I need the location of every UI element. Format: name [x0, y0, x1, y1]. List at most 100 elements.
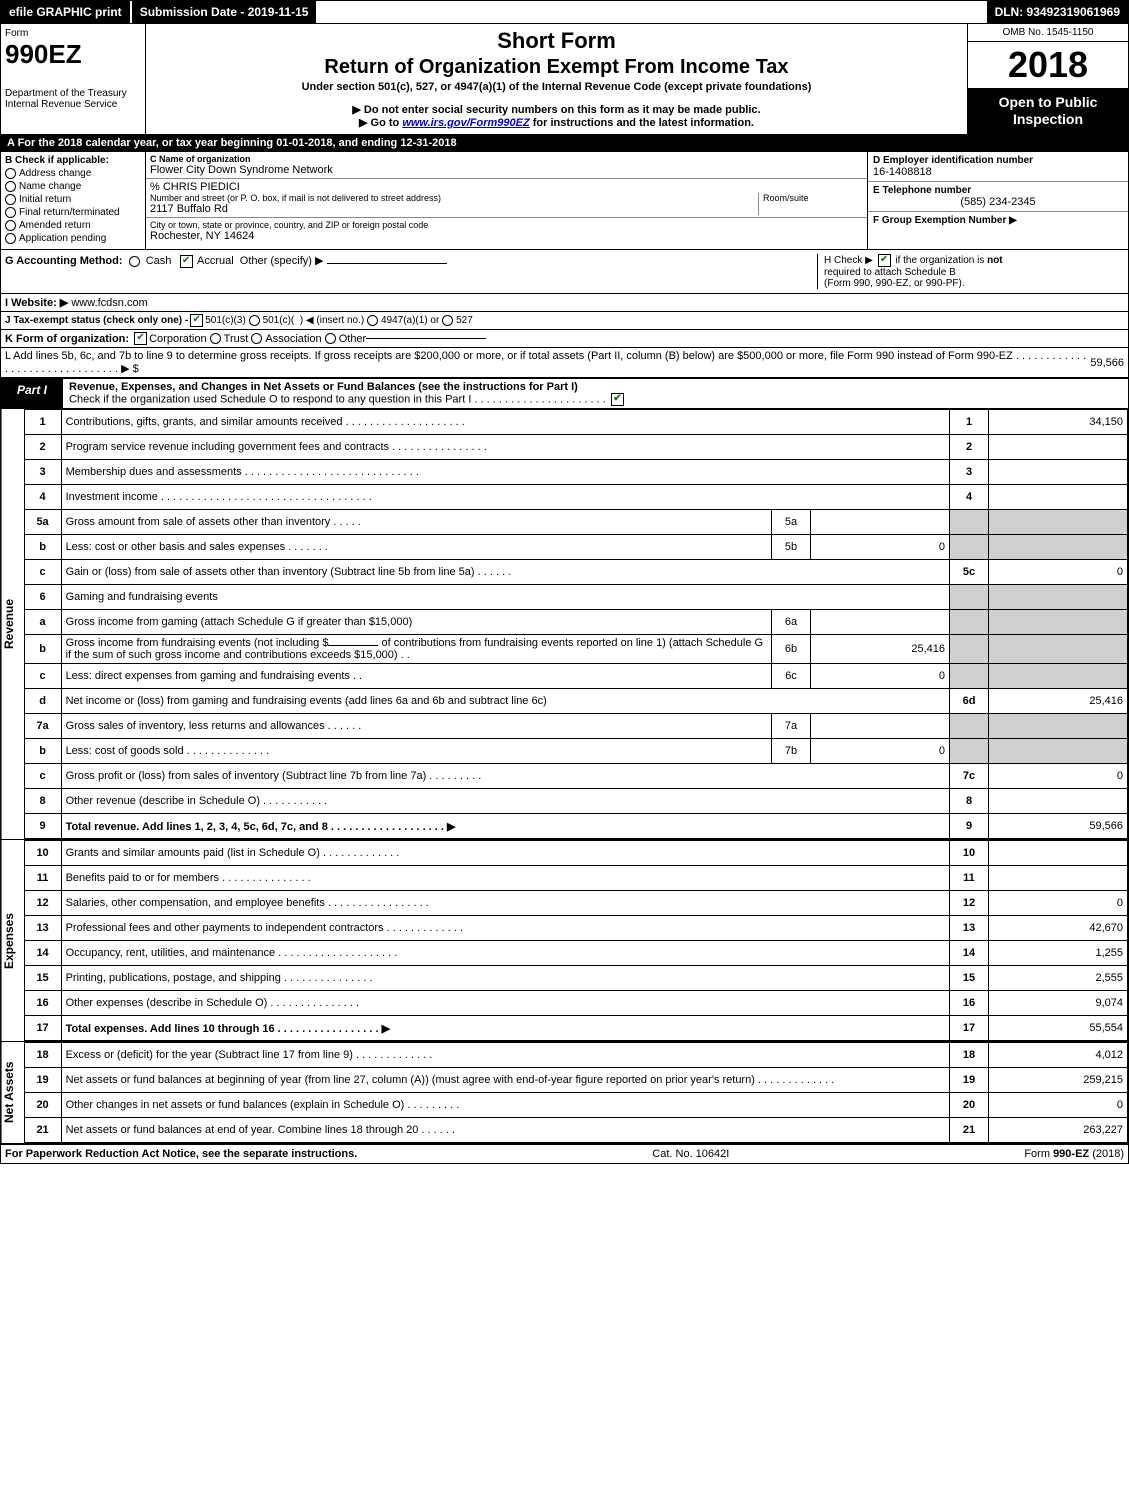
- grayed-cell: [950, 635, 989, 664]
- check-application-pending[interactable]: Application pending: [5, 233, 141, 244]
- line-desc: Less: cost or other basis and sales expe…: [61, 535, 771, 560]
- expenses-table: 10Grants and similar amounts paid (list …: [24, 840, 1128, 1041]
- grayed-cell: [950, 664, 989, 689]
- line-num: 17: [24, 1016, 61, 1041]
- line-desc: Gross income from gaming (attach Schedul…: [61, 610, 771, 635]
- line-num: 2: [24, 435, 61, 460]
- line-4: 4Investment income . . . . . . . . . . .…: [24, 485, 1127, 510]
- line-g: G Accounting Method: Cash Accrual Other …: [5, 254, 817, 289]
- other-input-line[interactable]: [327, 263, 447, 264]
- line-desc: Gross profit or (loss) from sales of inv…: [61, 764, 949, 789]
- omb-number: OMB No. 1545-1150: [968, 24, 1128, 42]
- grayed-cell: [989, 635, 1128, 664]
- grayed-cell: [950, 714, 989, 739]
- j-501c-radio[interactable]: [249, 315, 260, 326]
- line-16: 16Other expenses (describe in Schedule O…: [24, 991, 1127, 1016]
- check-final-return[interactable]: Final return/terminated: [5, 207, 141, 218]
- line-8: 8Other revenue (describe in Schedule O) …: [24, 789, 1127, 814]
- grayed-cell: [989, 739, 1128, 764]
- line-desc: Printing, publications, postage, and shi…: [61, 966, 949, 991]
- k-opt-assoc: Association: [265, 333, 321, 345]
- period-pre: A For the 2018 calendar year, or tax yea…: [7, 137, 276, 149]
- sub-ref: 7b: [772, 739, 811, 764]
- grayed-cell: [989, 585, 1128, 610]
- line-num: 21: [24, 1118, 61, 1143]
- line-19: 19Net assets or fund balances at beginni…: [24, 1068, 1127, 1093]
- sub-amt: 0: [811, 739, 950, 764]
- form-container: efile GRAPHIC print Submission Date - 20…: [0, 0, 1129, 1164]
- street-row: % CHRIS PIEDICI Number and street (or P.…: [146, 179, 867, 218]
- check-label: Initial return: [19, 194, 71, 205]
- line-7b: bLess: cost of goods sold . . . . . . . …: [24, 739, 1127, 764]
- check-label: Amended return: [19, 220, 91, 231]
- line-num: 5a: [24, 510, 61, 535]
- check-address-change[interactable]: Address change: [5, 168, 141, 179]
- irs-link[interactable]: www.irs.gov/Form990EZ: [402, 117, 529, 129]
- h-pre: H Check ▶: [824, 256, 876, 267]
- note2-pre: ▶ Go to: [359, 117, 402, 129]
- line-num: 9: [24, 814, 61, 839]
- line-desc: Grants and similar amounts paid (list in…: [61, 841, 949, 866]
- org-name-label: C Name of organization: [150, 154, 863, 164]
- line-ref: 13: [950, 916, 989, 941]
- expenses-strip: Expenses: [1, 840, 24, 1041]
- check-initial-return[interactable]: Initial return: [5, 194, 141, 205]
- line-num: 18: [24, 1043, 61, 1068]
- tax-year: 2018: [968, 42, 1128, 88]
- grayed-cell: [989, 535, 1128, 560]
- phone-value: (585) 234-2345: [873, 196, 1123, 208]
- line-5a: 5aGross amount from sale of assets other…: [24, 510, 1127, 535]
- j-4947-radio[interactable]: [367, 315, 378, 326]
- k-other-line[interactable]: [366, 338, 486, 339]
- l9-desc-bold: Total revenue. Add lines 1, 2, 3, 4, 5c,…: [66, 821, 456, 833]
- sub-ref: 5a: [772, 510, 811, 535]
- sub-ref: 7a: [772, 714, 811, 739]
- dln-label: DLN: 93492319061969: [987, 1, 1128, 23]
- line-l: L Add lines 5b, 6c, and 7b to line 9 to …: [1, 347, 1128, 377]
- check-amended-return[interactable]: Amended return: [5, 220, 141, 231]
- ein-label: D Employer identification number: [873, 155, 1123, 166]
- line-amt: 59,566: [989, 814, 1128, 839]
- line-num: 7a: [24, 714, 61, 739]
- j-501c3-checkbox[interactable]: [190, 314, 203, 327]
- line-9: 9 Total revenue. Add lines 1, 2, 3, 4, 5c…: [24, 814, 1127, 839]
- j-527-radio[interactable]: [442, 315, 453, 326]
- k-trust-radio[interactable]: [210, 333, 221, 344]
- check-name-change[interactable]: Name change: [5, 181, 141, 192]
- revenue-table: 1Contributions, gifts, grants, and simil…: [24, 409, 1128, 839]
- line-desc: Gross amount from sale of assets other t…: [61, 510, 771, 535]
- h-checkbox[interactable]: [878, 254, 891, 267]
- line-desc: Net income or (loss) from gaming and fun…: [61, 689, 949, 714]
- section-b-heading: B Check if applicable:: [5, 155, 141, 166]
- part1-schedule-o-checkbox[interactable]: [611, 393, 624, 406]
- line-num: 16: [24, 991, 61, 1016]
- city-label: City or town, state or province, country…: [150, 220, 863, 230]
- footer-right: Form 990-EZ (2018): [1024, 1148, 1124, 1160]
- line-ref: 3: [950, 460, 989, 485]
- line-ref: 12: [950, 891, 989, 916]
- k-association-radio[interactable]: [251, 333, 262, 344]
- revenue-strip: Revenue: [1, 409, 24, 839]
- footer-center: Cat. No. 10642I: [652, 1148, 729, 1160]
- line-num: c: [24, 764, 61, 789]
- line-ref: 14: [950, 941, 989, 966]
- line-13: 13Professional fees and other payments t…: [24, 916, 1127, 941]
- line-desc: Membership dues and assessments . . . . …: [61, 460, 949, 485]
- line-num: 10: [24, 841, 61, 866]
- k-corporation-checkbox[interactable]: [134, 332, 147, 345]
- website-value: www.fcdsn.com: [71, 297, 147, 309]
- line-desc: Net assets or fund balances at beginning…: [61, 1068, 949, 1093]
- other-label: Other (specify) ▶: [240, 255, 324, 267]
- k-other-radio[interactable]: [325, 333, 336, 344]
- l6b-pre: Gross income from fundraising events (no…: [66, 637, 329, 649]
- line-14: 14Occupancy, rent, utilities, and mainte…: [24, 941, 1127, 966]
- line-ref: 20: [950, 1093, 989, 1118]
- l6b-blank[interactable]: [328, 645, 378, 646]
- line-6d: dNet income or (loss) from gaming and fu…: [24, 689, 1127, 714]
- sub-amt: [811, 510, 950, 535]
- cash-radio[interactable]: [129, 256, 140, 267]
- h-bold: not: [987, 256, 1003, 267]
- line-desc: Salaries, other compensation, and employ…: [61, 891, 949, 916]
- website-label: I Website: ▶: [5, 296, 68, 309]
- accrual-checkbox[interactable]: [180, 255, 193, 268]
